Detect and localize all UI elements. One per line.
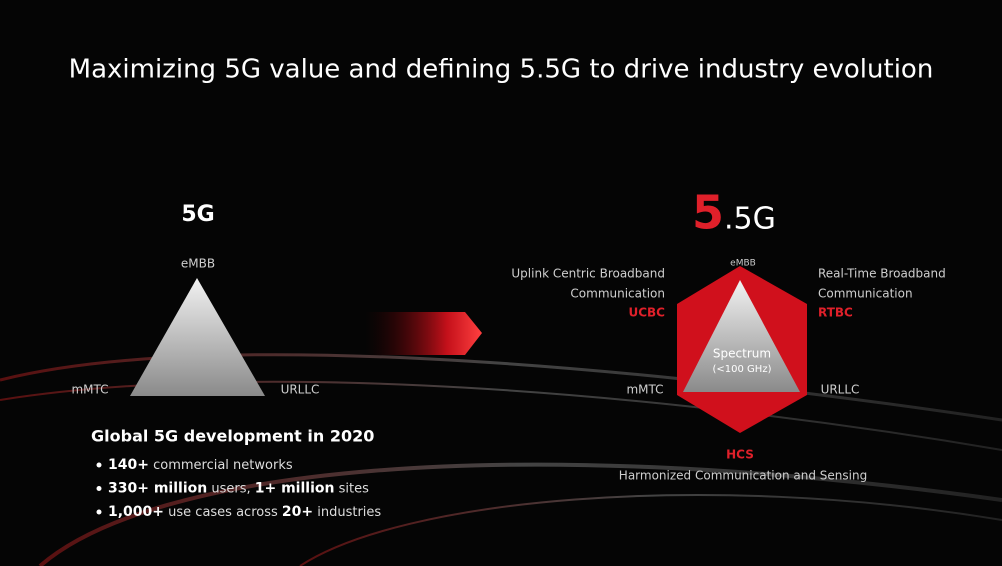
stats-segment: users, (207, 481, 255, 496)
slide-title: Maximizing 5G value and defining 5.5G to… (69, 55, 934, 85)
55g-label-rest: .5G (724, 202, 776, 237)
hcs-abbr: HCS (726, 448, 754, 462)
corner-label: URLLC (281, 383, 320, 397)
rtbc-text: Real-Time Broadband (818, 267, 946, 281)
stats-item: 1,000+ use cases across 20+ industries (108, 504, 381, 520)
hcs-text: Harmonized Communication and Sensing (619, 469, 867, 483)
ucbc-text: Communication (570, 287, 665, 301)
55g-triangle (683, 280, 800, 392)
5g-label: 5G (181, 202, 214, 227)
corner-label: mMTC (626, 383, 663, 397)
stats-segment: 140+ (108, 457, 149, 473)
stats-segment: commercial networks (149, 458, 293, 473)
corner-label: URLLC (821, 383, 860, 397)
stats-segment: 20+ (282, 504, 313, 520)
spectrum-range: (<100 GHz) (713, 364, 772, 375)
bullet-dot (96, 462, 102, 468)
ucbc-text: Uplink Centric Broadband (511, 267, 665, 281)
stats-heading: Global 5G development in 2020 (91, 427, 374, 446)
rtbc-abbr: RTBC (818, 306, 853, 320)
stats-segment: industries (313, 505, 381, 520)
stats-segment: 330+ million (108, 481, 207, 497)
stats-item: 140+ commercial networks (108, 457, 293, 473)
background-swooshes (0, 353, 1002, 566)
corner-label: eMBB (181, 257, 215, 271)
bullet-dot (96, 486, 102, 491)
stats-segment: 1+ million (255, 481, 335, 497)
stats-list: 140+ commercial networks 330+ million use… (96, 457, 381, 520)
rtbc-text: Communication (818, 287, 913, 301)
5g-triangle (130, 278, 265, 396)
stats-segment: 1,000+ (108, 504, 164, 520)
corner-label: eMBB (730, 259, 756, 269)
evolution-arrow (365, 312, 482, 355)
stats-segment: sites (334, 481, 369, 496)
55g-label-main: 5 (692, 186, 724, 240)
corner-label: mMTC (71, 383, 108, 397)
ucbc-abbr: UCBC (628, 306, 665, 320)
stats-item: 330+ million users, 1+ million sites (108, 481, 369, 497)
bullet-dot (96, 509, 102, 515)
spectrum-label: Spectrum (713, 347, 771, 361)
stats-segment: use cases across (164, 505, 282, 520)
